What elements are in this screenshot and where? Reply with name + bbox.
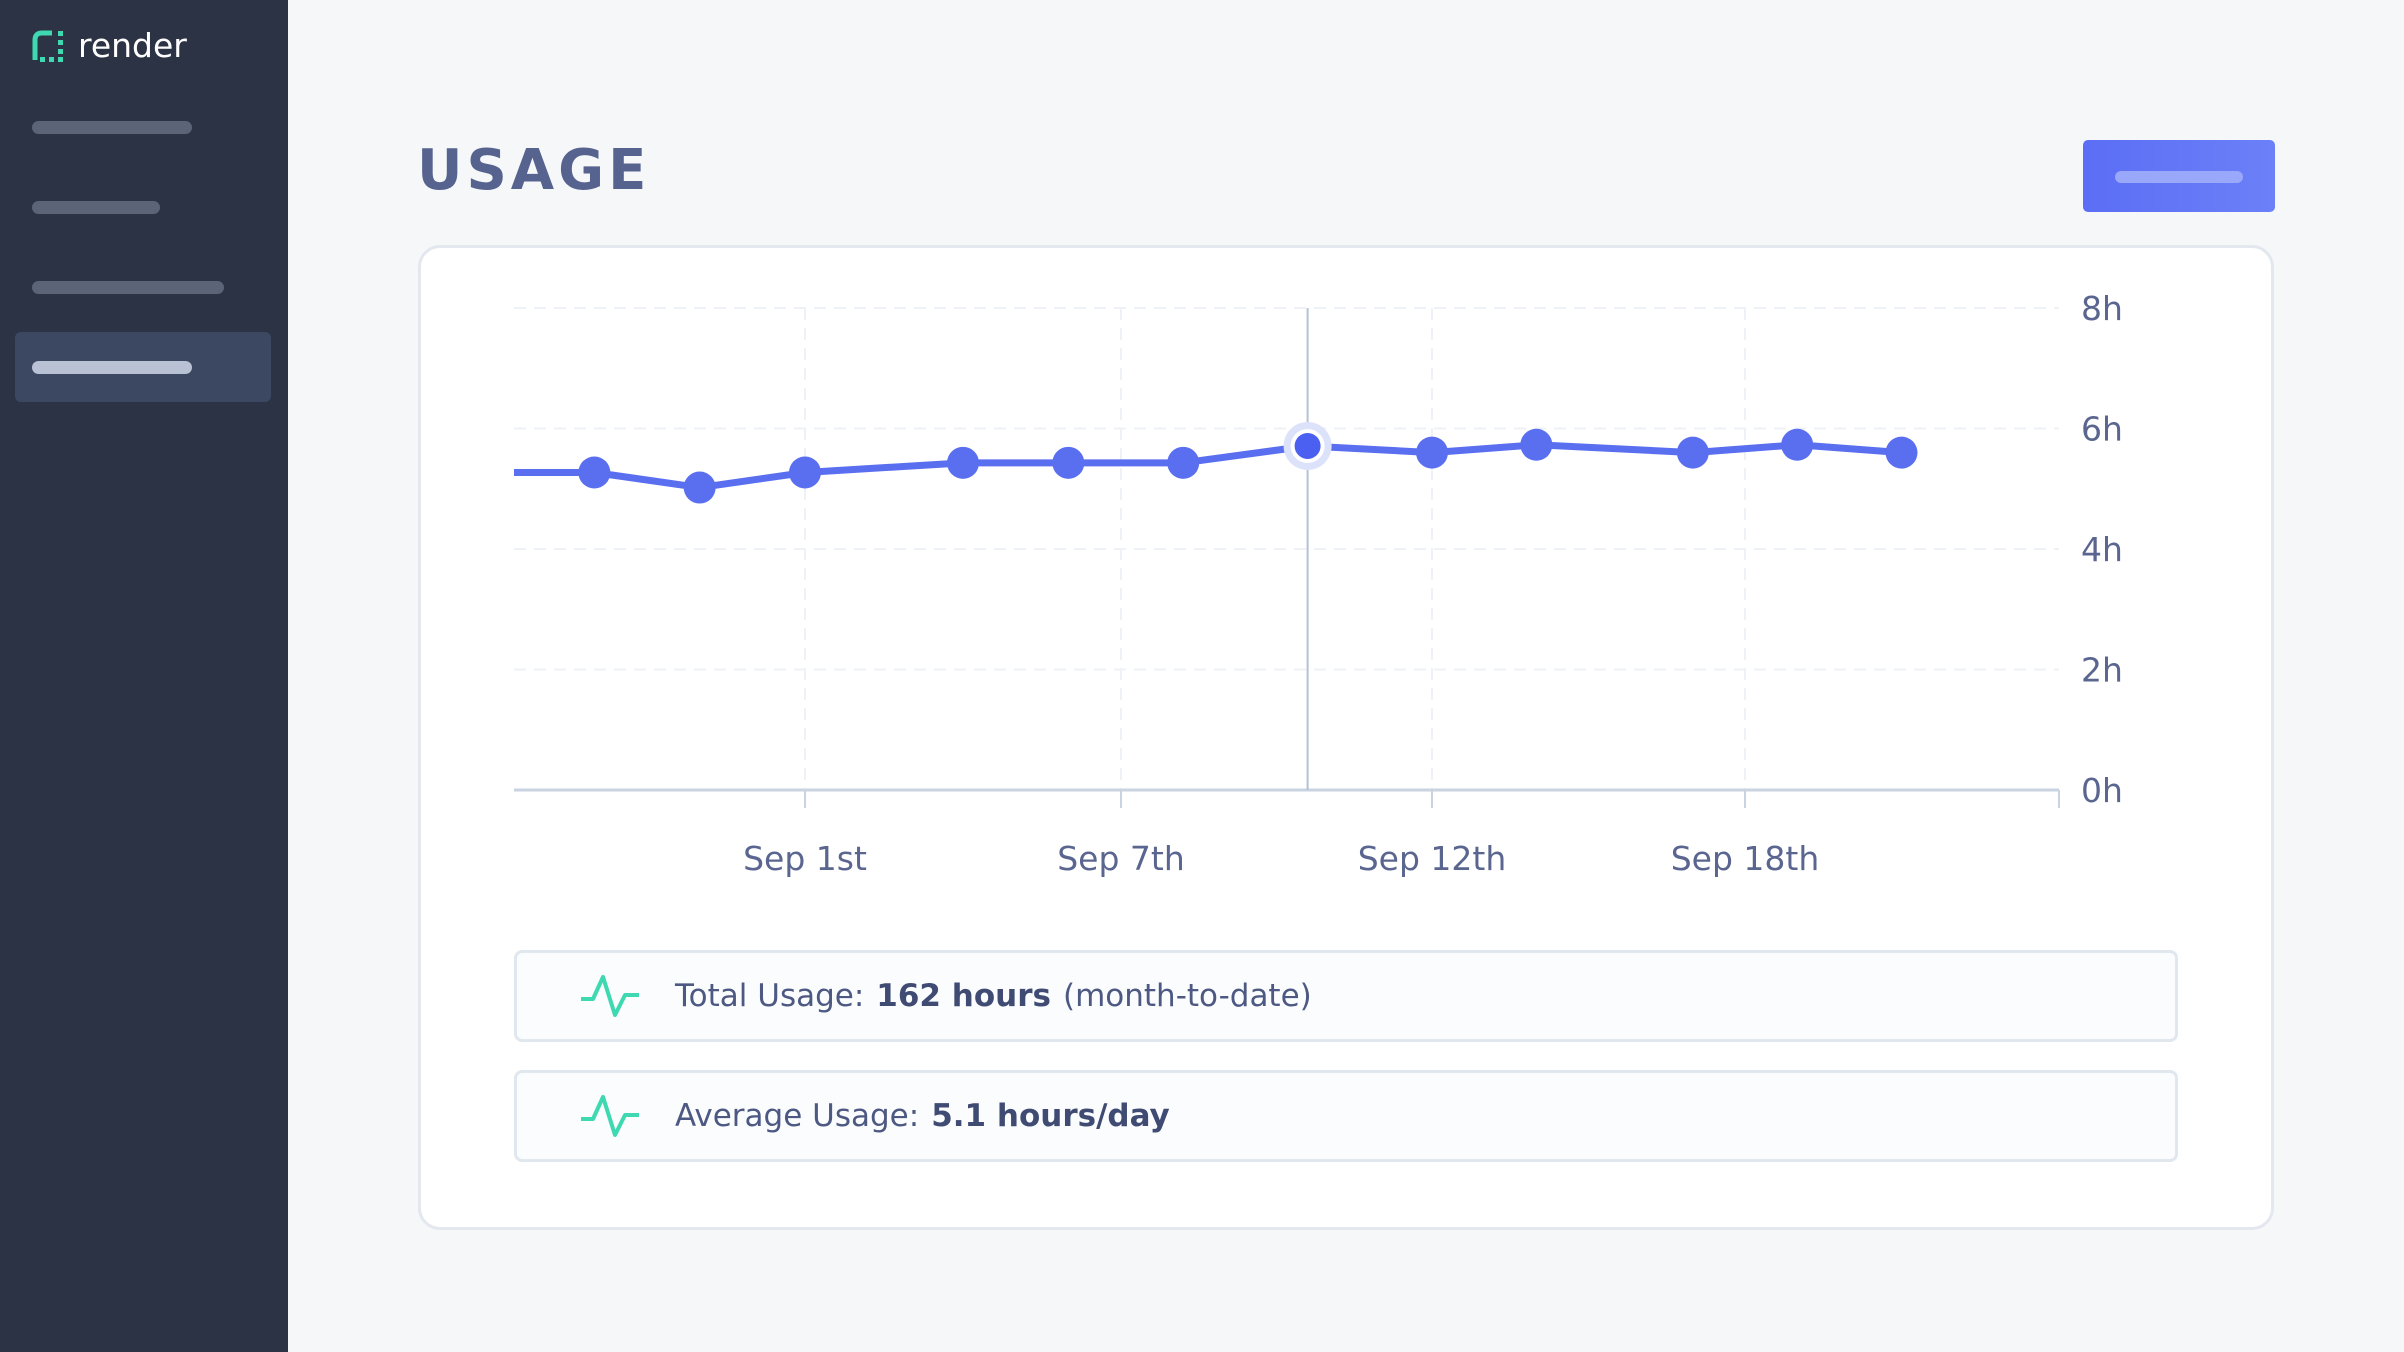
data-point <box>1416 436 1448 469</box>
sidebar-item-label-placeholder <box>32 281 224 294</box>
sidebar-item-1[interactable] <box>15 92 271 162</box>
data-point <box>1052 446 1085 479</box>
average-usage-value: 5.1 hours/day <box>931 1098 1170 1134</box>
y-tick-label: 0h <box>2081 771 2123 810</box>
y-tick-label: 8h <box>2081 289 2123 328</box>
sidebar-item-3[interactable] <box>15 252 271 322</box>
sidebar-item-label-placeholder <box>32 201 160 214</box>
total-usage-label: Total Usage: <box>675 978 865 1014</box>
total-usage-suffix: (month-to-date) <box>1062 978 1312 1014</box>
activity-pulse-icon <box>581 1095 639 1137</box>
data-point <box>683 471 716 504</box>
data-point-highlighted <box>1294 432 1321 459</box>
primary-action-button[interactable] <box>2083 140 2275 212</box>
y-tick-label: 4h <box>2081 530 2123 569</box>
data-point <box>1520 428 1553 461</box>
x-tick-label: Sep 18th <box>1671 839 1820 878</box>
sidebar-item-label-placeholder <box>32 121 192 134</box>
x-tick-label: Sep 1st <box>743 839 867 878</box>
x-tick-label: Sep 7th <box>1057 839 1185 878</box>
sidebar: render <box>0 0 288 1352</box>
total-usage-value: 162 hours <box>876 978 1051 1014</box>
total-usage-stat: Total Usage: 162 hours (month-to-date) <box>514 950 2178 1042</box>
data-point <box>947 446 979 479</box>
y-tick-label: 2h <box>2081 651 2123 690</box>
page-title: USAGE <box>417 138 651 203</box>
average-usage-stat: Average Usage: 5.1 hours/day <box>514 1070 2178 1162</box>
data-point <box>1781 428 1814 461</box>
usage-card <box>418 245 2274 1230</box>
average-usage-label: Average Usage: <box>675 1098 920 1134</box>
data-point <box>1885 436 1918 469</box>
sidebar-item-label-placeholder <box>32 361 192 374</box>
data-point <box>1167 446 1200 479</box>
activity-pulse-icon <box>581 975 639 1017</box>
logo[interactable]: render <box>32 26 187 65</box>
y-tick-label: 6h <box>2081 410 2123 449</box>
render-logo-icon <box>32 30 63 62</box>
sidebar-item-4[interactable] <box>15 332 271 402</box>
button-label-placeholder <box>2115 171 2243 183</box>
data-point <box>578 456 611 489</box>
data-point <box>789 456 821 489</box>
logo-text: render <box>78 26 187 65</box>
sidebar-item-2[interactable] <box>15 172 271 242</box>
data-point <box>1676 436 1709 469</box>
x-tick-label: Sep 12th <box>1358 839 1507 878</box>
